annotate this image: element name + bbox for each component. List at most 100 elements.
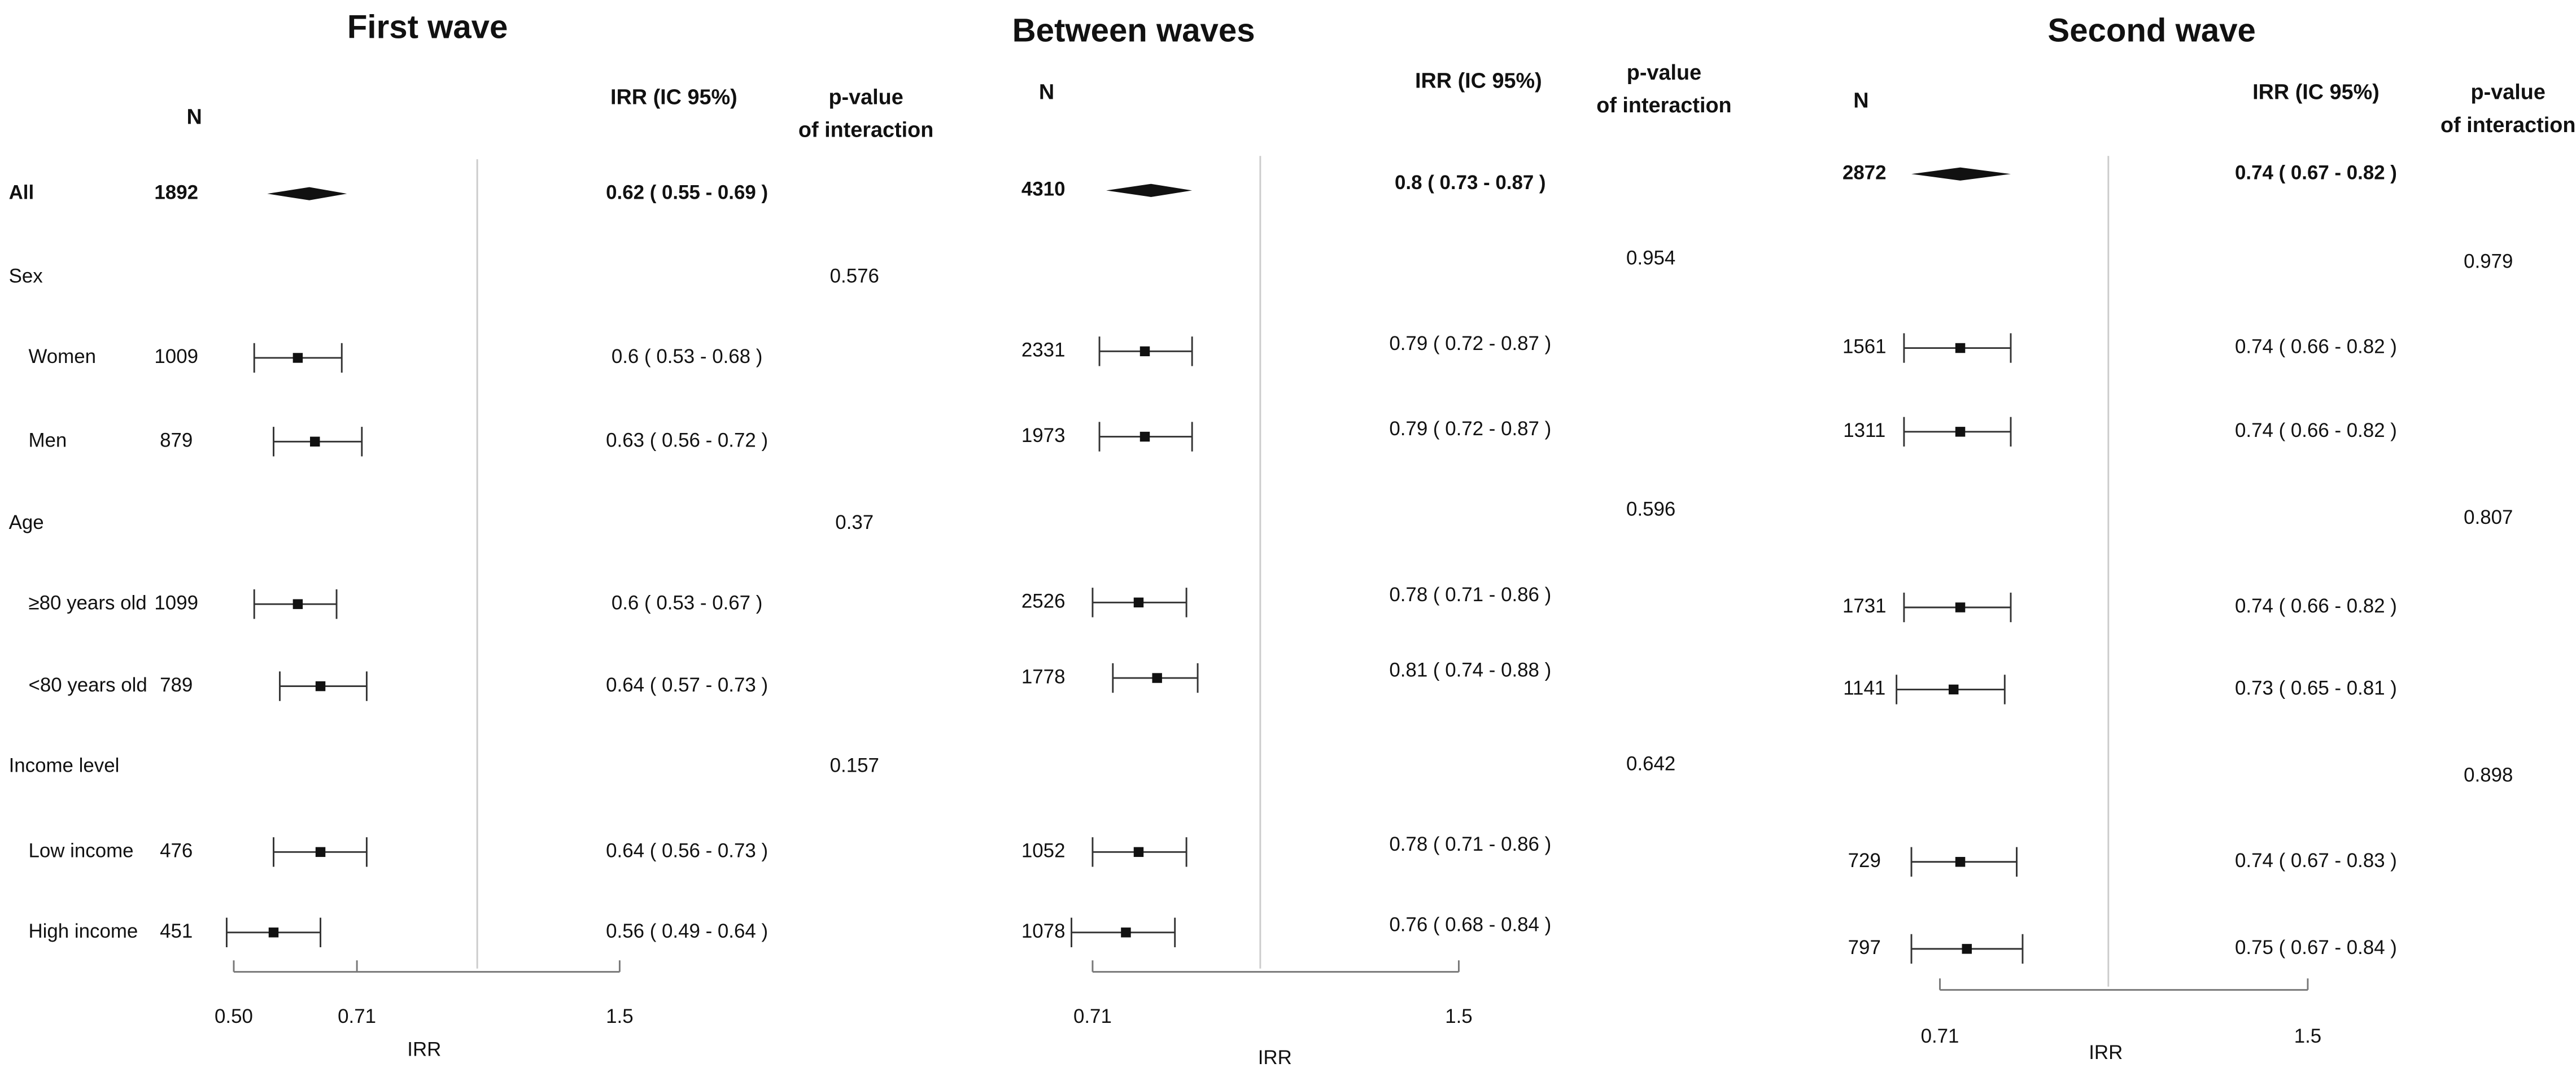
p-value: 0.576: [830, 265, 879, 287]
point-estimate: [1152, 673, 1162, 683]
n-value: 2526: [1021, 590, 1066, 612]
point-estimate: [1955, 602, 1966, 612]
point-estimate: [310, 436, 320, 447]
x-tick-label: 0.71: [1073, 1005, 1112, 1027]
p-header: of interaction: [798, 119, 933, 142]
estimate-label: 0.56 ( 0.49 - 0.64 ): [606, 920, 768, 942]
n-value: 1561: [1843, 336, 1887, 358]
point-estimate: [1948, 684, 1959, 695]
estimate-label: 0.74 ( 0.67 - 0.83 ): [2235, 850, 2397, 872]
row-label: Men: [28, 430, 67, 452]
n-value: 1311: [1843, 419, 1885, 441]
point-estimate: [1955, 857, 1966, 867]
estimate-label: 0.74 ( 0.67 - 0.82 ): [2235, 161, 2397, 183]
estimate-header: IRR (IC 95%): [610, 85, 737, 109]
point-estimate: [292, 599, 303, 609]
p-value: 0.596: [1626, 498, 1675, 520]
point-estimate: [1133, 847, 1144, 857]
p-header: p-value: [828, 85, 903, 109]
estimate-label: 0.63 ( 0.56 - 0.72 ): [606, 430, 768, 452]
n-value: 2331: [1021, 339, 1066, 361]
estimate-label: 0.81 ( 0.74 - 0.88 ): [1389, 659, 1551, 681]
panel-title: Between waves: [1012, 12, 1255, 49]
estimate-label: 0.75 ( 0.67 - 0.84 ): [2235, 937, 2397, 959]
x-tick-label: 1.5: [2294, 1025, 2321, 1047]
estimate-label: 0.6 ( 0.53 - 0.68 ): [612, 345, 763, 367]
x-axis-label: IRR: [2089, 1042, 2123, 1064]
estimate-label: 0.62 ( 0.55 - 0.69 ): [606, 181, 768, 203]
p-value: 0.954: [1626, 247, 1675, 269]
estimate-label: 0.6 ( 0.53 - 0.67 ): [612, 592, 763, 614]
panel-title: Second wave: [2047, 12, 2255, 49]
p-header: of interaction: [2440, 113, 2575, 137]
n-value: 879: [160, 430, 193, 452]
p-header: of interaction: [1596, 94, 1731, 117]
row-label: Women: [28, 345, 96, 367]
n-value: 1973: [1021, 425, 1066, 447]
row-label: All: [9, 181, 34, 203]
point-estimate: [1133, 597, 1144, 608]
row-label: Sex: [9, 265, 43, 287]
n-value: 797: [1848, 937, 1881, 959]
point-estimate: [1955, 343, 1966, 353]
p-value: 0.979: [2464, 251, 2513, 273]
x-axis-label: IRR: [407, 1038, 441, 1060]
estimate-label: 0.74 ( 0.66 - 0.82 ): [2235, 419, 2397, 441]
point-estimate: [292, 353, 303, 363]
n-header: N: [1039, 81, 1054, 104]
p-header: p-value: [2471, 81, 2546, 104]
estimate-label: 0.79 ( 0.72 - 0.87 ): [1389, 418, 1551, 440]
n-value: 1099: [154, 592, 198, 614]
n-value: 451: [160, 920, 193, 942]
x-tick-label: 1.5: [1445, 1005, 1472, 1027]
estimate-label: 0.64 ( 0.56 - 0.73 ): [606, 840, 768, 862]
p-value: 0.157: [830, 754, 879, 776]
estimate-label: 0.74 ( 0.66 - 0.82 ): [2235, 336, 2397, 358]
n-header: N: [1853, 89, 1868, 112]
n-value: 1141: [1843, 677, 1885, 699]
n-value: 729: [1848, 850, 1881, 872]
point-estimate: [315, 681, 326, 692]
point-estimate: [315, 847, 326, 857]
row-label: Low income: [28, 840, 133, 862]
summary-diamond: [1911, 167, 2011, 181]
p-header: p-value: [1627, 61, 1701, 85]
n-value: 2872: [1843, 161, 1887, 183]
summary-diamond: [267, 187, 347, 200]
estimate-label: 0.64 ( 0.57 - 0.73 ): [606, 674, 768, 696]
estimate-label: 0.79 ( 0.72 - 0.87 ): [1389, 332, 1551, 355]
row-label: ≥80 years old: [28, 592, 146, 614]
estimate-label: 0.74 ( 0.66 - 0.82 ): [2235, 595, 2397, 617]
summary-diamond: [1106, 183, 1193, 197]
p-value: 0.37: [835, 511, 874, 533]
x-tick-label: 1.5: [606, 1005, 633, 1027]
estimate-header: IRR (IC 95%): [2252, 81, 2379, 104]
n-value: 1892: [154, 181, 198, 203]
row-label: Income level: [9, 754, 120, 776]
row-label: High income: [28, 920, 138, 942]
n-value: 789: [160, 674, 193, 696]
x-tick-label: 0.71: [338, 1005, 376, 1027]
n-value: 4310: [1021, 178, 1066, 200]
n-value: 1078: [1021, 920, 1066, 942]
p-value: 0.807: [2464, 506, 2513, 528]
p-value: 0.898: [2464, 764, 2513, 786]
x-tick-label: 0.50: [215, 1005, 253, 1027]
estimate-label: 0.76 ( 0.68 - 0.84 ): [1389, 913, 1551, 935]
n-value: 476: [160, 840, 193, 862]
panel-title: First wave: [347, 9, 508, 46]
point-estimate: [1962, 944, 1972, 954]
point-estimate: [1955, 427, 1966, 437]
estimate-label: 0.73 ( 0.65 - 0.81 ): [2235, 677, 2397, 699]
point-estimate: [1139, 346, 1150, 357]
n-value: 1052: [1021, 840, 1066, 862]
n-value: 1009: [154, 345, 198, 367]
estimate-label: 0.78 ( 0.71 - 0.86 ): [1389, 833, 1551, 855]
x-tick-label: 0.71: [1921, 1025, 1959, 1047]
estimate-label: 0.8 ( 0.73 - 0.87 ): [1395, 172, 1546, 194]
point-estimate: [268, 927, 279, 938]
estimate-label: 0.78 ( 0.71 - 0.86 ): [1389, 584, 1551, 606]
point-estimate: [1121, 927, 1131, 938]
n-header: N: [187, 105, 202, 129]
n-value: 1778: [1021, 666, 1066, 688]
